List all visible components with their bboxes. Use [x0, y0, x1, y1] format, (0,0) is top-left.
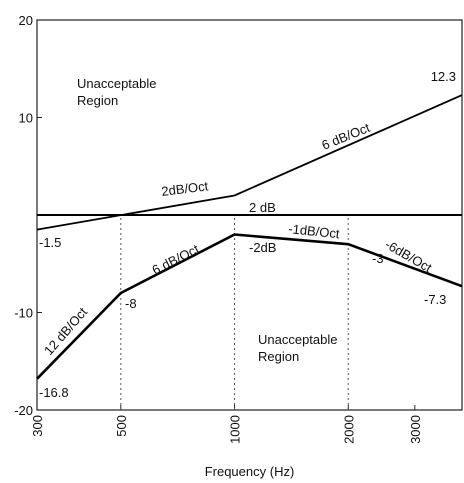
y-tick-label: -20	[14, 403, 33, 418]
x-tick-label: 2000	[341, 415, 356, 444]
value-label: -1.5	[39, 235, 61, 250]
value-label: -2dB	[249, 240, 276, 255]
value-label: -3	[372, 251, 384, 266]
value-label: -8	[125, 296, 137, 311]
upper-limit-line	[36, 94, 463, 231]
value-label: -16.8	[39, 385, 69, 400]
region-label: Unacceptable	[258, 332, 338, 347]
x-tick-label: 500	[114, 415, 129, 437]
y-tick-label: 20	[19, 13, 33, 28]
x-tick-label: 300	[30, 415, 45, 437]
value-label: 2 dB	[249, 200, 276, 215]
region-label: Region	[77, 93, 118, 108]
region-label: Unacceptable	[77, 76, 157, 91]
slope-label: 6 dB/Oct	[320, 120, 373, 153]
region-label: Region	[258, 349, 299, 364]
x-axis-label: Frequency (Hz)	[205, 464, 295, 479]
slope-label: 6 dB/Oct	[150, 241, 202, 278]
lower-limit-line	[36, 233, 463, 380]
x-tick-label: 1000	[228, 415, 243, 444]
y-tick-label: 10	[19, 111, 33, 126]
slope-label: -1dB/Oct	[288, 221, 341, 241]
value-label: -7.3	[424, 292, 446, 307]
value-label: 12.3	[431, 69, 456, 84]
slope-label: -6dB/Oct	[383, 237, 435, 276]
slope-label: 2dB/Oct	[161, 178, 210, 199]
x-tick-label: 3000	[408, 415, 423, 444]
y-tick-label: -10	[14, 306, 33, 321]
